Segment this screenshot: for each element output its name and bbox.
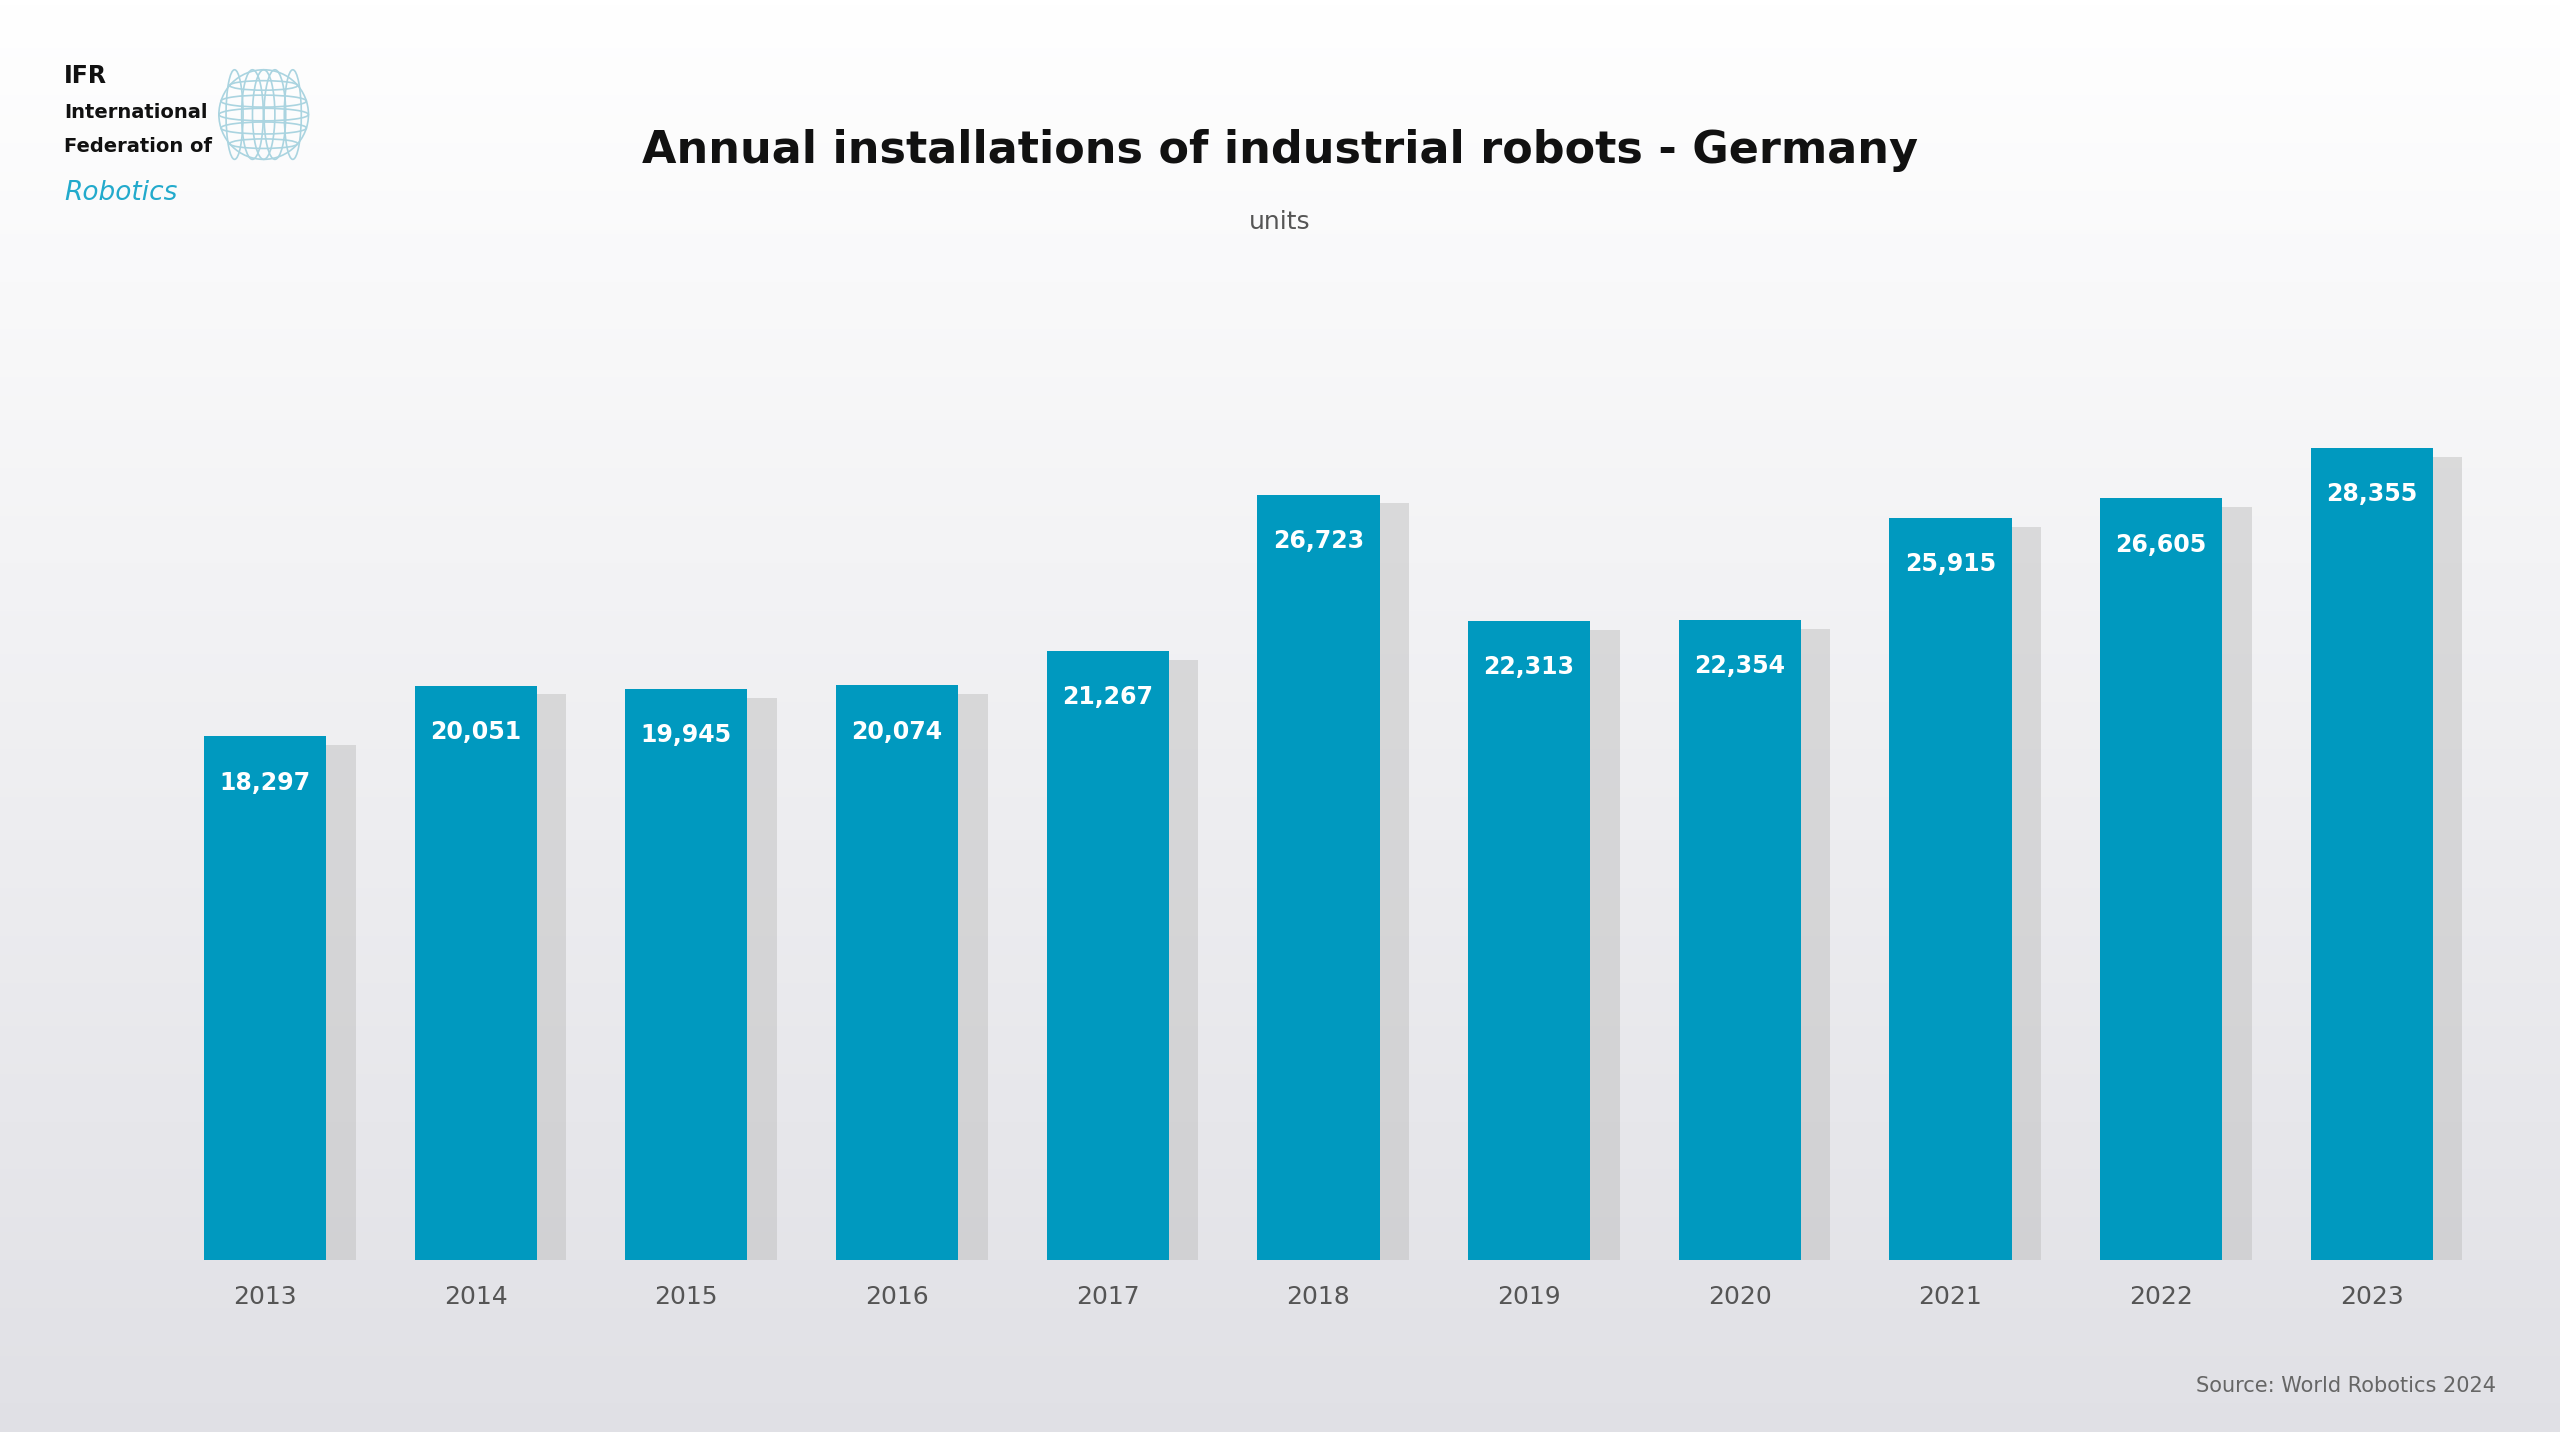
Text: 22,354: 22,354 xyxy=(1695,654,1784,679)
Text: 25,915: 25,915 xyxy=(1905,553,1997,576)
Bar xyxy=(1490,630,1620,1260)
Text: Federation of: Federation of xyxy=(64,137,212,156)
Text: 26,605: 26,605 xyxy=(2115,533,2207,557)
Text: IFR: IFR xyxy=(64,64,108,89)
Text: Annual installations of industrial robots - Germany: Annual installations of industrial robot… xyxy=(643,129,1917,172)
Text: 20,074: 20,074 xyxy=(852,720,942,743)
Text: International: International xyxy=(64,103,207,122)
Text: 20,051: 20,051 xyxy=(430,720,522,745)
Bar xyxy=(625,689,748,1260)
Text: Source: World Robotics 2024: Source: World Robotics 2024 xyxy=(2196,1376,2496,1396)
Text: 19,945: 19,945 xyxy=(640,723,732,748)
Bar xyxy=(1889,518,2012,1260)
Bar xyxy=(645,697,776,1260)
Text: units: units xyxy=(1249,211,1311,233)
Bar xyxy=(1277,504,1408,1260)
Text: 21,267: 21,267 xyxy=(1062,686,1152,709)
Bar xyxy=(837,686,957,1260)
Bar xyxy=(2099,498,2222,1260)
Bar xyxy=(1910,527,2040,1260)
Bar xyxy=(1257,495,1380,1260)
Bar xyxy=(435,695,566,1260)
Bar xyxy=(1047,652,1170,1260)
Text: Robotics: Robotics xyxy=(64,180,177,206)
Bar xyxy=(2312,448,2432,1260)
Bar xyxy=(858,695,988,1260)
Bar xyxy=(2332,457,2463,1260)
Bar xyxy=(1068,660,1198,1260)
Text: 28,355: 28,355 xyxy=(2327,483,2417,507)
Bar xyxy=(205,736,325,1260)
Text: 26,723: 26,723 xyxy=(1272,530,1364,553)
Text: 22,313: 22,313 xyxy=(1485,656,1574,679)
Bar xyxy=(415,686,538,1260)
Bar xyxy=(2122,507,2253,1260)
Text: 18,297: 18,297 xyxy=(220,770,310,795)
Bar xyxy=(1700,629,1830,1260)
Bar xyxy=(225,745,356,1260)
Bar xyxy=(1467,621,1590,1260)
Bar xyxy=(1679,620,1800,1260)
